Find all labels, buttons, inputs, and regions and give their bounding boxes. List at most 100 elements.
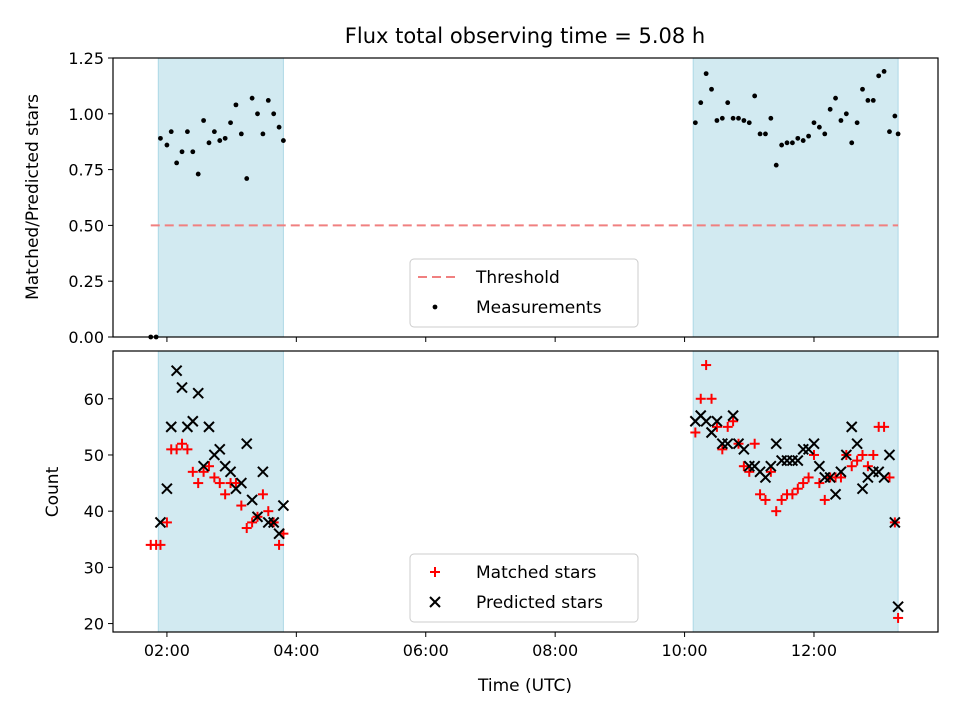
measurement-point [895, 131, 901, 137]
matched-star-point [755, 489, 766, 500]
x-tick-label: 06:00 [403, 641, 449, 660]
count-y-axis-label: Count [43, 466, 63, 517]
predicted-star-point [246, 494, 258, 506]
matched-star-point [274, 539, 285, 550]
ratio-y-tick-label: 0.00 [68, 328, 104, 347]
measurement-point [838, 118, 844, 123]
measurement-point [849, 140, 855, 146]
x-tick-label: 10:00 [662, 641, 708, 660]
matched-star-point [701, 360, 712, 371]
matched-star-point [214, 478, 225, 489]
measurement-point [806, 133, 811, 139]
legend-predicted-swatch [429, 596, 441, 608]
predicted-star-point [840, 449, 853, 461]
ratio-legend: Threshold Measurements [409, 258, 639, 328]
predicted-star-point [856, 482, 869, 495]
measurement-point [211, 129, 217, 135]
measurement-point [725, 100, 731, 106]
predicted-star-point [251, 511, 264, 523]
predicted-star-point [705, 426, 718, 439]
predicted-star-point [835, 466, 847, 478]
measurement-point [773, 162, 779, 168]
matched-star-point [209, 472, 220, 483]
predicted-star-point [883, 449, 896, 461]
measurement-point [757, 131, 763, 137]
measurement-point [833, 95, 838, 101]
figure-title: Flux total observing time = 5.08 h [345, 24, 705, 48]
measurement-point [714, 118, 720, 123]
matched-star-point [706, 393, 717, 404]
ratio-x-axis [166, 337, 815, 342]
measurement-point [746, 120, 752, 126]
measurement-point [843, 111, 849, 117]
matched-star-point [161, 517, 172, 528]
predicted-star-point [187, 415, 199, 427]
ratio-marks [148, 68, 901, 340]
matched-star-point [776, 494, 787, 505]
count-y-axis: 20 30 40 50 60 [84, 390, 113, 634]
measurement-point [190, 149, 196, 155]
matched-star-point [177, 438, 188, 449]
predicted-star-point [792, 454, 804, 467]
predicted-star-point [759, 471, 772, 484]
matched-star-point [792, 483, 803, 494]
count-legend-label: Matched stars [476, 563, 596, 583]
matched-star-point [230, 478, 241, 489]
count-window-2 [692, 350, 899, 633]
count-window-1 [157, 350, 284, 633]
matched-star-point [695, 393, 706, 404]
measurement-point [206, 140, 212, 146]
matched-star-point [247, 517, 258, 528]
matched-star-point [182, 444, 193, 455]
measurement-point [244, 176, 250, 181]
predicted-star-point [203, 421, 215, 433]
measurement-point [870, 98, 876, 103]
measurement-point [276, 124, 282, 130]
measurement-point [892, 113, 898, 119]
measurement-point [174, 160, 180, 166]
matched-star-point [846, 461, 857, 472]
predicted-star-point [170, 364, 183, 377]
measurement-point [763, 131, 768, 137]
matched-star-point [155, 539, 166, 550]
matched-star-point [819, 494, 830, 505]
predicted-star-point [154, 516, 167, 529]
predicted-star-point [277, 499, 290, 512]
predicted-star-point [700, 415, 712, 427]
measurement-point [784, 140, 790, 146]
measurement-point [228, 120, 233, 126]
matched-star-point [717, 444, 728, 455]
predicted-star-point [176, 381, 188, 394]
count-legend: Matched stars Predicted stars [409, 553, 639, 623]
measurement-point [164, 142, 170, 148]
measurement-point [779, 142, 785, 148]
count-marks [145, 360, 904, 623]
legend-matched-swatch [430, 567, 440, 577]
measurement-point [238, 131, 244, 137]
predicted-star-point [165, 421, 177, 433]
measurement-point [222, 135, 228, 141]
ratio-y-tick-label: 0.75 [68, 161, 104, 180]
predicted-star-point [197, 460, 210, 472]
measurement-point [201, 118, 206, 123]
ratio-legend-label: Threshold [475, 268, 560, 288]
matched-star-point [722, 421, 733, 432]
predicted-star-point [824, 471, 836, 484]
measurement-point [179, 149, 185, 155]
count-y-tick-label: 60 [84, 390, 104, 409]
count-legend-label: Predicted stars [476, 593, 603, 613]
predicted-star-point [192, 387, 204, 399]
ratio-legend-label: Measurements [476, 298, 602, 318]
matched-star-point [760, 494, 771, 505]
matched-star-point [728, 416, 739, 427]
measurement-point [881, 68, 887, 74]
ratio-y-tick-label: 0.25 [68, 272, 104, 291]
predicted-star-point [878, 471, 890, 484]
predicted-star-point [765, 460, 777, 472]
matched-star-point [744, 466, 755, 477]
predicted-star-point [846, 421, 858, 433]
matched-star-point [241, 523, 252, 534]
predicted-star-point [711, 415, 723, 427]
count-legend-box [409, 553, 639, 623]
